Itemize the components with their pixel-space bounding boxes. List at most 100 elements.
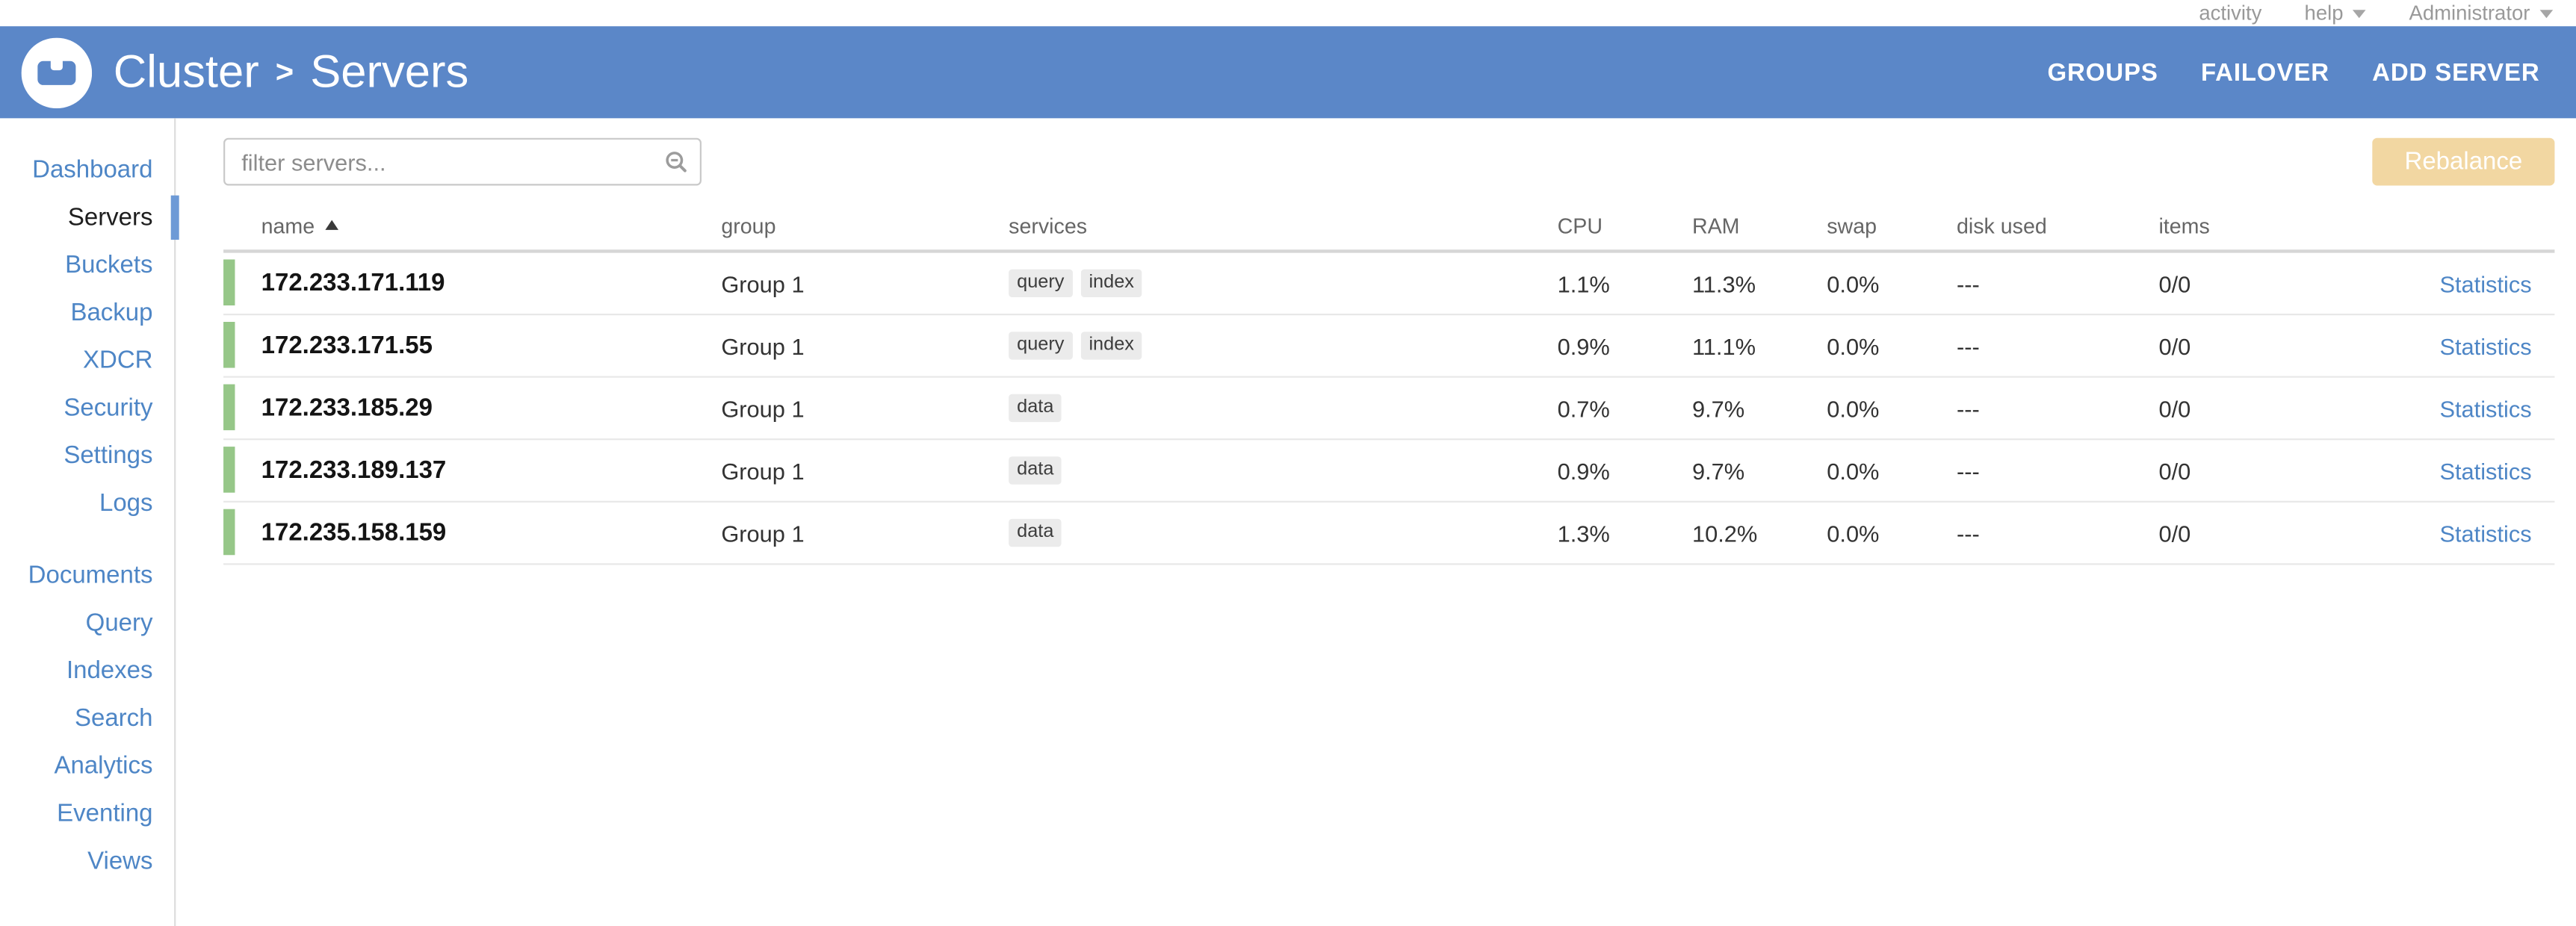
column-header-name[interactable]: name [223,213,721,237]
server-cpu: 1.3% [1557,519,1610,547]
sidebar-section-divider [0,527,174,552]
server-services: data [1009,393,1557,423]
sidebar-item-backup[interactable]: Backup [70,299,153,327]
couchbase-logo-icon [21,37,93,108]
sidebar-item-views[interactable]: Views [87,847,153,876]
sidebar-item-analytics[interactable]: Analytics [54,752,153,780]
server-group: Group 1 [721,332,805,359]
servers-page: Rebalance name group services CPU RAM sw… [176,118,2576,926]
breadcrumb-current: Servers [310,46,469,97]
breadcrumb-root: Cluster [113,46,259,97]
server-cpu: 0.9% [1557,332,1610,359]
column-header-items[interactable]: items [2158,212,2210,237]
server-name: 172.233.189.137 [261,456,447,485]
sidebar-item-logs[interactable]: Logs [99,489,153,518]
server-services: data [1009,518,1557,548]
server-swap: 0.0% [1827,519,1880,547]
column-header-disk-used[interactable]: disk used [1956,212,2047,237]
help-label: help [2304,1,2344,25]
server-swap: 0.0% [1827,270,1880,296]
server-health-indicator [223,322,235,368]
sidebar: Dashboard Servers Buckets Backup XDCR Se… [0,118,179,926]
server-cpu: 1.1% [1557,270,1610,296]
server-items: 0/0 [2158,270,2191,296]
table-row[interactable]: 172.235.158.159 Group 1 data 1.3% 10.2% … [223,503,2555,565]
service-badge: data [1009,393,1062,423]
table-row[interactable]: 172.233.189.137 Group 1 data 0.9% 9.7% 0… [223,440,2555,503]
sidebar-item-search[interactable]: Search [74,704,153,733]
sidebar-item-buckets[interactable]: Buckets [65,251,153,279]
column-header-ram[interactable]: RAM [1691,212,1740,237]
help-menu[interactable]: help [2305,1,2367,25]
sidebar-item-security[interactable]: Security [64,394,153,423]
server-health-indicator [223,384,235,431]
sidebar-item-dashboard[interactable]: Dashboard [32,155,153,184]
statistics-link[interactable]: Statistics [2439,519,2532,547]
activity-link[interactable]: activity [2199,1,2261,25]
server-name: 172.233.185.29 [261,394,433,423]
caret-down-icon [2539,9,2554,18]
caret-down-icon [2353,9,2367,18]
column-header-swap[interactable]: swap [1827,212,1877,237]
sidebar-item-query[interactable]: Query [85,609,153,638]
server-group: Group 1 [721,457,805,484]
server-items: 0/0 [2158,394,2191,422]
server-services: data [1009,456,1557,485]
breadcrumb-separator: > [275,55,294,90]
add-server-button[interactable]: ADD SERVER [2372,58,2540,87]
server-name: 172.233.171.55 [261,332,433,360]
server-services: query index [1009,268,1557,298]
server-disk-used: --- [1956,457,1980,484]
server-ram: 11.1% [1691,332,1756,359]
sort-asc-icon [324,220,338,230]
column-header-group[interactable]: group [721,212,776,237]
server-ram: 9.7% [1691,457,1745,484]
statistics-link[interactable]: Statistics [2439,270,2532,296]
statistics-link[interactable]: Statistics [2439,457,2532,484]
server-disk-used: --- [1956,332,1980,359]
server-services: query index [1009,331,1557,361]
sidebar-item-servers[interactable]: Servers [67,203,153,232]
server-swap: 0.0% [1827,394,1880,422]
server-cpu: 0.9% [1557,457,1610,484]
server-group: Group 1 [721,394,805,422]
column-header-services[interactable]: services [1009,212,1088,237]
failover-button[interactable]: FAILOVER [2200,58,2329,87]
server-disk-used: --- [1956,519,1980,547]
column-header-cpu[interactable]: CPU [1557,212,1603,237]
servers-table: name group services CPU RAM swap disk us… [223,200,2555,565]
table-row[interactable]: 172.233.185.29 Group 1 data 0.7% 9.7% 0.… [223,378,2555,441]
filter-servers-input[interactable] [223,137,702,186]
activity-label: activity [2199,1,2262,25]
server-ram: 11.3% [1691,270,1756,296]
statistics-link[interactable]: Statistics [2439,332,2532,359]
sidebar-item-documents[interactable]: Documents [28,562,153,590]
service-badge: index [1080,268,1142,298]
page-title: Cluster > Servers [114,46,469,99]
header-actions: GROUPS FAILOVER ADD SERVER [2048,58,2540,86]
table-row[interactable]: 172.233.171.55 Group 1 query index 0.9% … [223,315,2555,378]
statistics-link[interactable]: Statistics [2439,394,2532,422]
server-health-indicator [223,509,235,556]
servers-toolbar: Rebalance [223,137,2555,186]
service-badge: data [1009,456,1062,485]
sidebar-item-settings[interactable]: Settings [64,441,153,470]
rebalance-button[interactable]: Rebalance [2372,137,2555,186]
filter-field-wrap [223,137,702,186]
server-health-indicator [223,447,235,493]
table-row[interactable]: 172.233.171.119 Group 1 query index 1.1%… [223,253,2555,316]
server-name: 172.235.158.159 [261,518,447,547]
utility-bar: activity help Administrator [0,0,2576,26]
server-ram: 10.2% [1691,519,1758,547]
sidebar-item-eventing[interactable]: Eventing [57,799,153,828]
server-name: 172.233.171.119 [261,269,445,298]
sidebar-item-xdcr[interactable]: XDCR [83,346,153,375]
sidebar-item-indexes[interactable]: Indexes [66,656,153,685]
server-disk-used: --- [1956,394,1980,422]
server-swap: 0.0% [1827,332,1880,359]
server-cpu: 0.7% [1557,394,1610,422]
user-menu[interactable]: Administrator [2409,1,2554,25]
groups-button[interactable]: GROUPS [2047,58,2158,87]
active-item-indicator [170,195,179,240]
